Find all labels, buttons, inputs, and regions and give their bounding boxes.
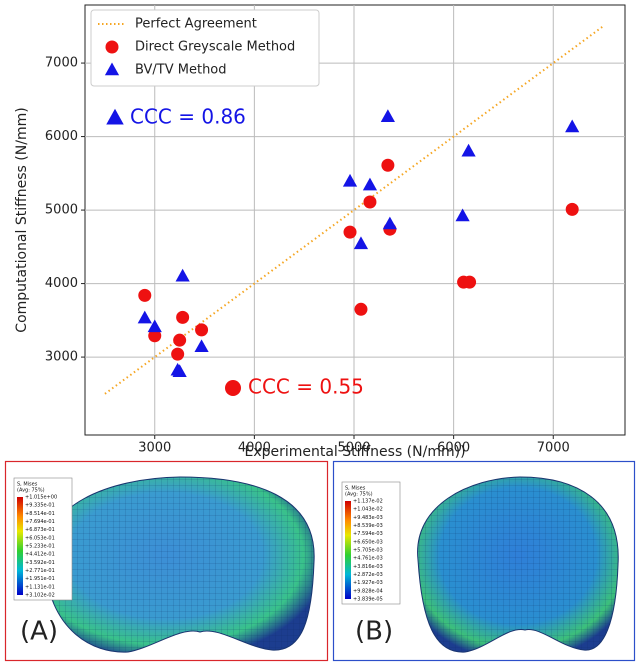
- figure: 3000400050006000700030004000500060007000…: [0, 0, 638, 663]
- point: [381, 159, 394, 172]
- legend-value: +1.043e-02: [353, 507, 383, 513]
- y-tick-label: 4000: [45, 276, 78, 291]
- x-axis-label: Experimental Stiffness (N/mm)): [244, 444, 465, 460]
- y-tick-label: 5000: [45, 203, 78, 218]
- legend-value: +7.594e-03: [353, 531, 383, 537]
- point: [106, 41, 119, 54]
- panel-label: (B): [355, 617, 393, 647]
- legend-value: +6.873e-01: [25, 527, 55, 533]
- point: [354, 236, 368, 249]
- point: [176, 269, 190, 282]
- point: [363, 195, 376, 208]
- y-axis-label: Computational Stiffness (N/mm): [14, 107, 30, 332]
- legend-value: +6.650e-03: [353, 539, 383, 545]
- point: [195, 323, 208, 336]
- point: [138, 289, 151, 302]
- legend-value: +8.514e-01: [25, 511, 55, 517]
- legend-value: +2.872e-03: [353, 572, 383, 578]
- color-bar: [17, 497, 23, 595]
- y-tick-label: 3000: [45, 350, 78, 365]
- legend-value: +8.539e-03: [353, 523, 383, 529]
- legend-value: +1.951e-01: [25, 576, 55, 582]
- annotation: CCC = 0.55: [248, 375, 364, 399]
- point: [171, 348, 184, 361]
- point: [363, 178, 377, 191]
- legend-value: +1.131e-01: [25, 584, 55, 590]
- point: [138, 311, 152, 324]
- legend-label: Direct Greyscale Method: [135, 40, 295, 55]
- annotation: CCC = 0.86: [130, 105, 246, 129]
- legend-value: +9.335e-01: [25, 503, 55, 509]
- point: [173, 334, 186, 347]
- legend-value: +5.705e-03: [353, 548, 383, 554]
- point: [176, 311, 189, 324]
- legend-value: +1.137e-02: [353, 499, 383, 505]
- point: [194, 339, 208, 352]
- legend-value: +9.828e-04: [353, 588, 383, 594]
- legend-value: +7.694e-01: [25, 519, 55, 525]
- y-tick-label: 6000: [45, 129, 78, 144]
- mesh: [418, 477, 619, 652]
- point: [383, 217, 397, 230]
- panel-label: (A): [20, 617, 58, 647]
- legend-value: +1.927e-03: [353, 580, 383, 586]
- legend-value: +3.592e-01: [25, 560, 55, 566]
- legend-value: +5.233e-01: [25, 544, 55, 550]
- point: [354, 303, 367, 316]
- legend-value: +4.761e-03: [353, 556, 383, 562]
- point: [566, 203, 579, 216]
- legend-label: BV/TV Method: [135, 63, 227, 78]
- point: [565, 120, 579, 133]
- legend-value: +3.102e-02: [25, 593, 55, 599]
- annotation-marker: [225, 380, 241, 396]
- legend: Perfect Agreement Direct Greyscale Method…: [91, 10, 319, 86]
- legend-value: +2.771e-01: [25, 568, 55, 574]
- legend-value: +6.053e-01: [25, 535, 55, 541]
- color-bar: [345, 501, 351, 599]
- point: [344, 226, 357, 239]
- point: [343, 174, 357, 187]
- legend-value: +3.816e-03: [353, 564, 383, 570]
- point: [461, 144, 475, 157]
- legend-subtitle: (Avg: 75%): [345, 492, 373, 498]
- point: [381, 109, 395, 122]
- y-tick-label: 7000: [45, 56, 78, 71]
- x-tick-label: 7000: [537, 441, 570, 456]
- legend-value: +9.483e-03: [353, 515, 383, 521]
- legend-value: +3.839e-05: [353, 597, 383, 603]
- legend-value: +1.015e+00: [25, 495, 57, 501]
- annotation-marker: [106, 109, 123, 125]
- legend-value: +4.412e-01: [25, 552, 55, 558]
- mesh: [45, 477, 315, 652]
- legend-subtitle: (Avg: 75%): [17, 488, 45, 494]
- x-tick-label: 3000: [138, 441, 171, 456]
- legend-label: Perfect Agreement: [135, 17, 257, 32]
- point: [463, 276, 476, 289]
